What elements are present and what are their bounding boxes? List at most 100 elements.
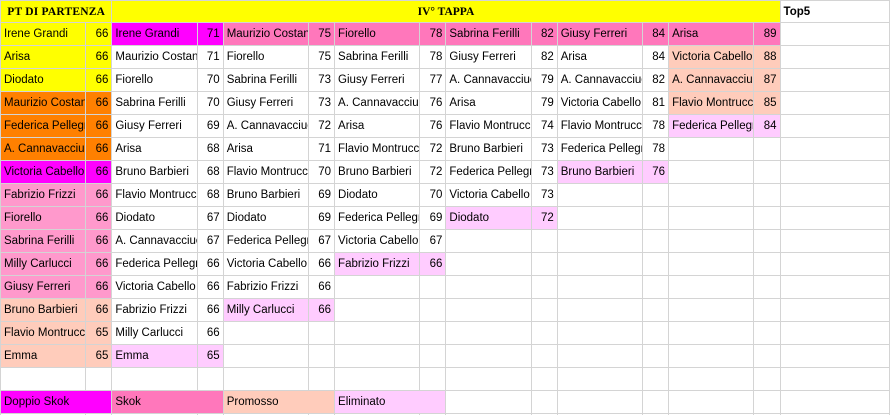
cell-empty[interactable] <box>445 367 532 391</box>
cell-name-c2-r7[interactable]: Bruno Barbieri <box>111 160 198 184</box>
cell-value-c6-r11[interactable] <box>641 252 670 276</box>
cell-name-c4-r7[interactable]: Bruno Barbieri <box>334 160 421 184</box>
cell-value-c5-r9[interactable]: 72 <box>530 206 558 230</box>
cell-value-c6-r10[interactable] <box>641 229 670 253</box>
cell-name-c3-r11[interactable]: Victoria Cabello <box>222 252 309 276</box>
cell-empty[interactable] <box>111 367 198 391</box>
cell-name-c5-r3[interactable]: A. Cannavacciuolo <box>445 68 532 92</box>
cell-name-c4-r1[interactable]: Fiorello <box>334 22 421 46</box>
cell-value-c2-r1[interactable]: 71 <box>196 22 224 46</box>
cell-name-c5-r11[interactable] <box>445 252 532 276</box>
cell-name-c3-r14[interactable] <box>222 321 309 345</box>
cell-empty[interactable] <box>779 413 890 415</box>
cell-name-c1-r6[interactable]: A. Cannavacciuolo <box>0 137 87 161</box>
cell-top5-r1[interactable] <box>779 22 890 46</box>
cell-empty[interactable] <box>779 390 890 414</box>
cell-top5-r13[interactable] <box>779 298 890 322</box>
cell-value-c5-r12[interactable] <box>530 275 558 299</box>
cell-value-c1-r5[interactable]: 66 <box>85 114 113 138</box>
cell-name-c6-r9[interactable] <box>556 206 644 230</box>
cell-value-c7-r15[interactable] <box>753 344 781 368</box>
cell-name-c7-r6[interactable] <box>668 137 755 161</box>
cell-value-c2-r4[interactable]: 70 <box>196 91 224 115</box>
cell-value-c7-r12[interactable] <box>753 275 781 299</box>
cell-value-c5-r5[interactable]: 74 <box>530 114 558 138</box>
cell-top5-r8[interactable] <box>779 183 890 207</box>
cell-top5-r11[interactable] <box>779 252 890 276</box>
cell-name-c3-r5[interactable]: A. Cannavacciuolo <box>222 114 309 138</box>
cell-empty[interactable] <box>753 390 781 414</box>
cell-value-c7-r7[interactable] <box>753 160 781 184</box>
cell-name-c5-r2[interactable]: Giusy Ferreri <box>445 45 532 69</box>
cell-name-c6-r14[interactable] <box>556 321 644 345</box>
cell-value-c4-r7[interactable]: 72 <box>419 160 447 184</box>
cell-name-c1-r14[interactable]: Flavio Montrucchio <box>0 321 87 345</box>
cell-value-c3-r9[interactable]: 69 <box>307 206 336 230</box>
cell-value-c2-r12[interactable]: 66 <box>196 275 224 299</box>
cell-name-c5-r10[interactable] <box>445 229 532 253</box>
cell-name-c5-r6[interactable]: Bruno Barbieri <box>445 137 532 161</box>
cell-top5-r6[interactable] <box>779 137 890 161</box>
cell-value-c5-r14[interactable] <box>530 321 558 345</box>
cell-value-c6-r14[interactable] <box>641 321 670 345</box>
cell-name-c6-r4[interactable]: Victoria Cabello <box>556 91 644 115</box>
cell-name-c5-r12[interactable] <box>445 275 532 299</box>
cell-empty[interactable] <box>222 413 309 415</box>
cell-value-c2-r15[interactable]: 65 <box>196 344 224 368</box>
cell-name-c7-r1[interactable]: Arisa <box>668 22 755 46</box>
cell-value-c2-r8[interactable]: 68 <box>196 183 224 207</box>
cell-name-c2-r3[interactable]: Fiorello <box>111 68 198 92</box>
cell-value-c7-r8[interactable] <box>753 183 781 207</box>
cell-value-c4-r14[interactable] <box>419 321 447 345</box>
cell-name-c6-r11[interactable] <box>556 252 644 276</box>
cell-name-c1-r3[interactable]: Diodato <box>0 68 87 92</box>
cell-empty[interactable] <box>111 413 198 415</box>
cell-name-c6-r8[interactable] <box>556 183 644 207</box>
cell-name-c5-r4[interactable]: Arisa <box>445 91 532 115</box>
cell-name-c3-r13[interactable]: Milly Carlucci <box>222 298 309 322</box>
cell-top5-r14[interactable] <box>779 321 890 345</box>
cell-value-c1-r3[interactable]: 66 <box>85 68 113 92</box>
cell-value-c1-r13[interactable]: 66 <box>85 298 113 322</box>
cell-name-c5-r1[interactable]: Sabrina Ferilli <box>445 22 532 46</box>
cell-name-c3-r3[interactable]: Sabrina Ferilli <box>222 68 309 92</box>
cell-value-c2-r9[interactable]: 67 <box>196 206 224 230</box>
cell-name-c4-r11[interactable]: Fabrizio Frizzi <box>334 252 421 276</box>
cell-value-c2-r3[interactable]: 70 <box>196 68 224 92</box>
cell-value-c6-r6[interactable]: 78 <box>641 137 670 161</box>
cell-name-c2-r8[interactable]: Flavio Montrucchio <box>111 183 198 207</box>
cell-value-c4-r6[interactable]: 72 <box>419 137 447 161</box>
cell-value-c6-r15[interactable] <box>641 344 670 368</box>
cell-value-c5-r15[interactable] <box>530 344 558 368</box>
cell-value-c6-r7[interactable]: 76 <box>641 160 670 184</box>
cell-name-c5-r7[interactable]: Federica Pellegrini <box>445 160 532 184</box>
cell-value-c6-r12[interactable] <box>641 275 670 299</box>
cell-value-c1-r11[interactable]: 66 <box>85 252 113 276</box>
cell-value-c5-r6[interactable]: 73 <box>530 137 558 161</box>
cell-name-c1-r12[interactable]: Giusy Ferreri <box>0 275 87 299</box>
cell-empty[interactable] <box>641 390 670 414</box>
cell-value-c3-r15[interactable] <box>307 344 336 368</box>
cell-value-c7-r11[interactable] <box>753 252 781 276</box>
cell-name-c3-r9[interactable]: Diodato <box>222 206 309 230</box>
cell-value-c2-r11[interactable]: 66 <box>196 252 224 276</box>
cell-name-c4-r10[interactable]: Victoria Cabello <box>334 229 421 253</box>
cell-name-c4-r15[interactable] <box>334 344 421 368</box>
cell-name-c4-r8[interactable]: Diodato <box>334 183 421 207</box>
cell-value-c4-r3[interactable]: 77 <box>419 68 447 92</box>
cell-name-c4-r5[interactable]: Arisa <box>334 114 421 138</box>
legend-item-3[interactable]: Promosso <box>222 390 336 414</box>
cell-empty[interactable] <box>753 413 781 415</box>
cell-value-c4-r13[interactable] <box>419 298 447 322</box>
cell-name-c2-r12[interactable]: Victoria Cabello <box>111 275 198 299</box>
cell-value-c6-r3[interactable]: 82 <box>641 68 670 92</box>
cell-name-c5-r9[interactable]: Diodato <box>445 206 532 230</box>
cell-name-c1-r5[interactable]: Federica Pellegrini <box>0 114 87 138</box>
cell-name-c5-r8[interactable]: Victoria Cabello <box>445 183 532 207</box>
cell-empty[interactable] <box>307 367 336 391</box>
cell-name-c6-r13[interactable] <box>556 298 644 322</box>
cell-value-c7-r1[interactable]: 89 <box>753 22 781 46</box>
cell-value-c7-r5[interactable]: 84 <box>753 114 781 138</box>
cell-value-c4-r2[interactable]: 78 <box>419 45 447 69</box>
cell-value-c7-r2[interactable]: 88 <box>753 45 781 69</box>
